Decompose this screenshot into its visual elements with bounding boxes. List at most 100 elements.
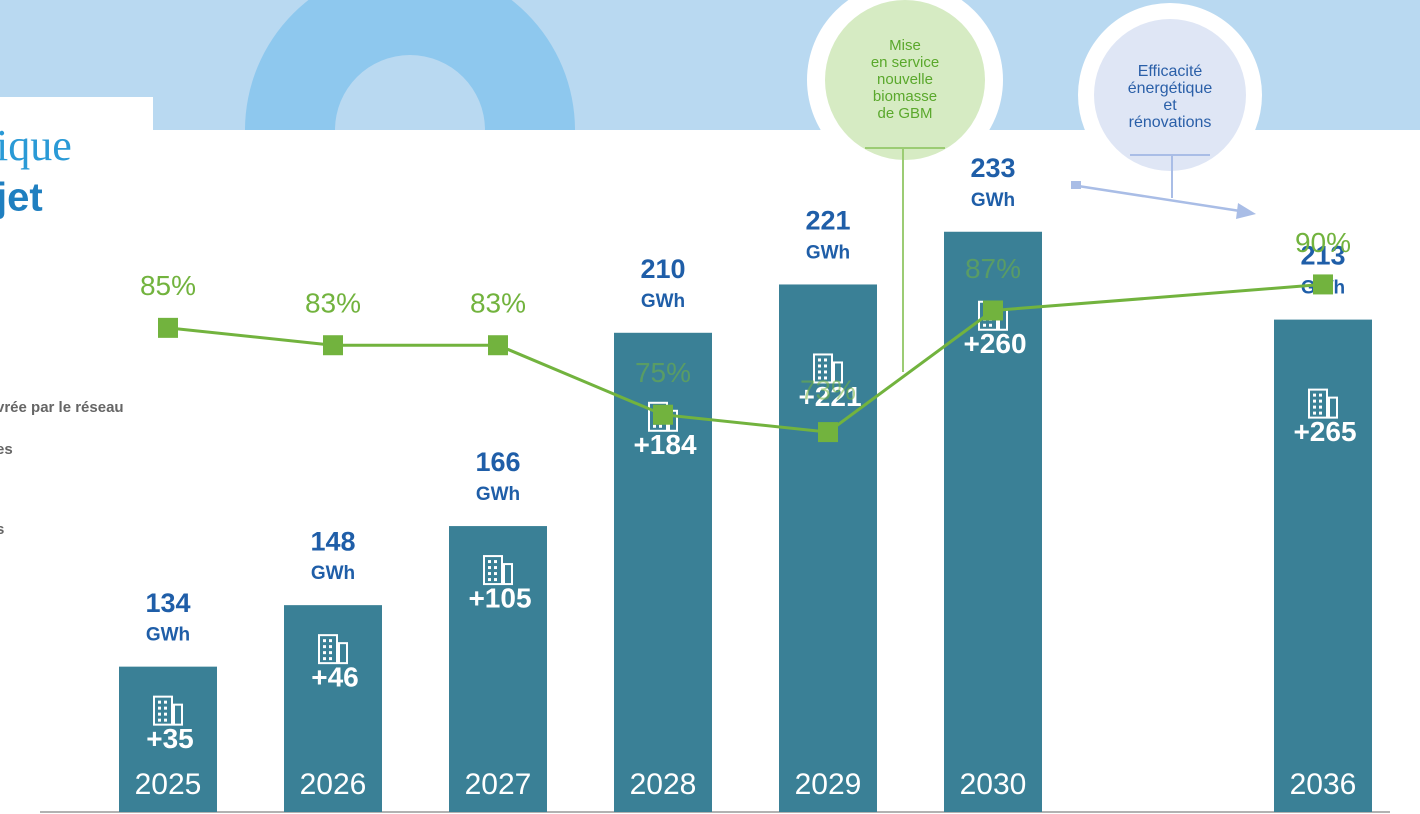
bar <box>779 284 877 812</box>
line-value-label: 73% <box>800 374 856 405</box>
building-window <box>164 718 167 722</box>
building-icon <box>318 634 348 665</box>
arrow-line <box>1077 184 1241 213</box>
line-point <box>983 300 1003 321</box>
building-body <box>1308 388 1328 419</box>
arc-decoration <box>245 0 575 130</box>
building-count-label: +221 <box>798 381 861 412</box>
building-window <box>824 376 827 380</box>
building-icon <box>483 555 513 586</box>
x-tick-label: 2025 <box>135 768 202 801</box>
building-count-label: +105 <box>468 582 531 613</box>
annotation-text: Mise <box>889 37 921 54</box>
building-window <box>329 651 332 655</box>
building-window <box>164 706 167 710</box>
bar-value-label: 210 <box>640 254 685 284</box>
bar-value-label: 221 <box>805 206 850 236</box>
x-tick-label: 2026 <box>300 768 367 801</box>
annotation-text: rénovations <box>1129 114 1212 131</box>
building-window <box>1319 405 1322 409</box>
bar <box>614 332 712 812</box>
bar <box>944 231 1042 812</box>
building-body <box>813 353 833 384</box>
building-count-label: +35 <box>146 723 194 754</box>
bar-unit-label: GWh <box>146 625 190 646</box>
legend-fragment: vrée par le réseau <box>0 399 124 416</box>
arrow-head <box>1236 203 1256 219</box>
building-icon <box>153 695 183 726</box>
building-window <box>323 639 326 643</box>
bar-unit-label: GWh <box>641 291 685 312</box>
building-window <box>818 358 821 362</box>
annotation-text: nouvelle <box>877 71 933 88</box>
building-count-label: +184 <box>633 429 696 460</box>
building-body <box>483 555 503 586</box>
building-body <box>153 695 173 726</box>
building-window <box>494 578 497 582</box>
building-window <box>1313 399 1316 403</box>
annotation-text: et <box>1163 97 1177 114</box>
building-icon <box>813 353 843 384</box>
title-fragment: ique <box>0 121 72 170</box>
bar-unit-label: GWh <box>476 484 520 505</box>
building-count-label: +46 <box>311 662 359 693</box>
building-window <box>824 364 827 368</box>
building-window <box>158 712 161 716</box>
title-fragment: jet <box>0 176 43 220</box>
bar-unit-label: GWh <box>806 242 850 263</box>
annotation-text: énergétique <box>1128 80 1213 97</box>
building-wing <box>833 361 843 384</box>
building-window <box>659 424 662 428</box>
building-window <box>818 364 821 368</box>
building-window <box>488 560 491 564</box>
building-window <box>488 566 491 570</box>
building-window <box>1313 405 1316 409</box>
building-window <box>329 657 332 661</box>
annotation-circle <box>825 0 985 160</box>
building-window <box>158 700 161 704</box>
building-window <box>818 376 821 380</box>
building-window <box>824 370 827 374</box>
annotation-text: Efficacité <box>1138 63 1203 80</box>
bar-value-label: 148 <box>310 526 355 556</box>
building-window <box>488 572 491 576</box>
building-window <box>164 712 167 716</box>
building-window <box>653 424 656 428</box>
line-point <box>323 335 343 356</box>
building-wing <box>1328 396 1338 419</box>
bar-unit-label: GWh <box>971 190 1015 211</box>
bar <box>119 666 217 812</box>
line-value-label: 90% <box>1295 227 1351 258</box>
legend-fragment: es <box>0 441 13 458</box>
x-tick-label: 2030 <box>960 768 1027 801</box>
line-point <box>818 422 838 443</box>
bar-value-label: 213 <box>1300 241 1345 271</box>
building-window <box>323 645 326 649</box>
building-window <box>494 560 497 564</box>
line-point <box>158 317 178 338</box>
building-window <box>1319 399 1322 403</box>
bar-unit-label: GWh <box>311 563 355 584</box>
building-wing <box>338 642 348 665</box>
building-window <box>488 578 491 582</box>
building-wing <box>173 703 183 726</box>
building-window <box>329 645 332 649</box>
building-window <box>989 323 992 327</box>
annotation-text: biomasse <box>873 88 937 105</box>
annotation-text: en service <box>871 54 939 71</box>
annotation-text: de GBM <box>877 105 932 122</box>
building-wing <box>503 563 513 586</box>
building-window <box>1313 411 1316 415</box>
x-tick-label: 2027 <box>465 768 532 801</box>
bar <box>449 526 547 812</box>
line-value-label: 83% <box>470 288 526 319</box>
building-window <box>1319 393 1322 397</box>
bar <box>1274 319 1372 812</box>
building-window <box>164 700 167 704</box>
building-window <box>1313 393 1316 397</box>
line-value-label: 83% <box>305 288 361 319</box>
line-value-label: 75% <box>635 357 691 388</box>
building-count-label: +260 <box>963 328 1026 359</box>
building-window <box>1319 411 1322 415</box>
